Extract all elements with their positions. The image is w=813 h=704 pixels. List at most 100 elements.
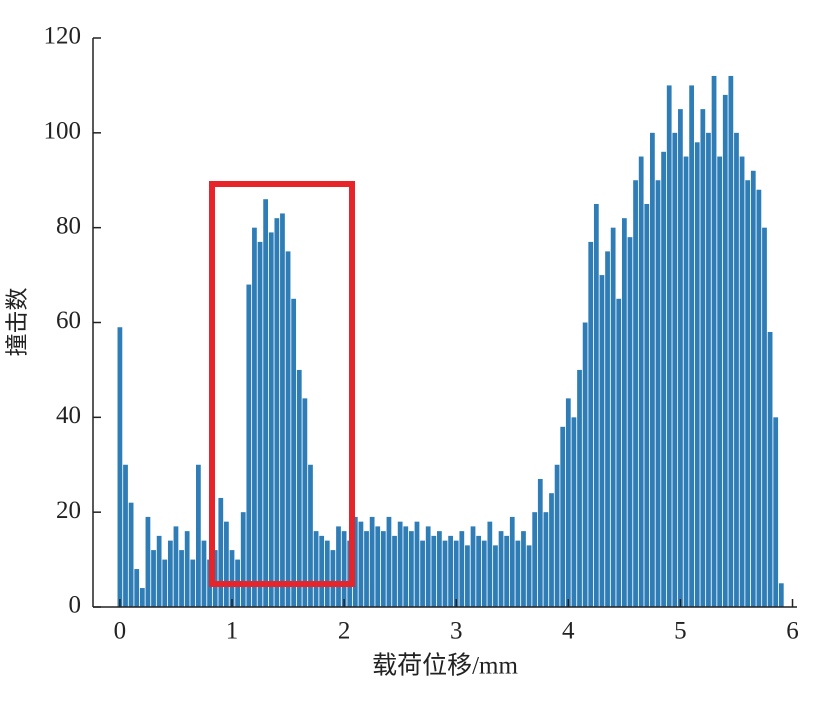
bar: [476, 535, 482, 607]
bar: [549, 493, 554, 607]
bar: [633, 180, 638, 607]
y-tick-label: 100: [44, 118, 82, 145]
bar: [257, 241, 263, 607]
bar: [201, 540, 207, 607]
bar: [268, 232, 274, 608]
bar: [588, 241, 594, 607]
bar: [734, 132, 739, 608]
bar: [554, 464, 560, 607]
bar: [750, 170, 756, 607]
bar: [526, 545, 532, 607]
bar: [195, 464, 201, 607]
bar: [224, 521, 229, 607]
bar: [593, 203, 599, 608]
bar: [521, 531, 526, 607]
bar: [571, 417, 577, 607]
bar: [672, 132, 678, 608]
bar: [616, 298, 622, 607]
bar: [313, 531, 319, 607]
bar: [302, 398, 308, 607]
bar: [627, 237, 633, 607]
y-tick-label: 80: [56, 212, 81, 239]
bar: [470, 526, 476, 607]
highlight-box: [209, 181, 355, 587]
bar: [437, 531, 442, 607]
bar: [722, 94, 728, 607]
bar: [308, 464, 313, 607]
bar: [156, 535, 162, 607]
bar: [352, 516, 358, 607]
bar: [481, 540, 487, 607]
bar: [397, 521, 403, 607]
bar: [739, 156, 745, 607]
y-tick-label: 0: [69, 592, 82, 619]
bar: [364, 531, 369, 607]
bar: [453, 540, 459, 607]
bar: [666, 85, 672, 607]
bar: [145, 516, 151, 607]
bar: [369, 516, 375, 607]
bar: [240, 512, 246, 607]
bar: [493, 545, 498, 607]
bar: [711, 75, 717, 607]
bar: [762, 227, 767, 607]
bar: [621, 218, 627, 607]
x-tick-label: 3: [450, 618, 463, 645]
bar: [117, 327, 123, 607]
bar: [717, 156, 723, 607]
bar: [336, 526, 341, 607]
bar: [151, 550, 156, 607]
x-tick-label: 0: [114, 618, 127, 645]
bar: [778, 583, 784, 607]
bar: [212, 550, 218, 607]
bar: [296, 369, 302, 607]
bar: [330, 550, 336, 607]
bar: [123, 464, 128, 607]
bar: [683, 156, 689, 607]
bar: [537, 478, 543, 607]
bar: [162, 559, 168, 607]
bar: [386, 516, 392, 607]
bar: [380, 531, 386, 607]
bar: [532, 512, 538, 607]
bar: [767, 331, 773, 607]
bar: [756, 189, 762, 607]
bar: [139, 588, 145, 607]
bar: [431, 535, 437, 607]
bar: [173, 526, 179, 607]
bar: [543, 512, 549, 607]
y-tick-label: 20: [56, 497, 81, 524]
bar: [448, 535, 453, 607]
bar: [291, 298, 297, 607]
bar: [487, 521, 493, 607]
bar: [728, 75, 734, 607]
bar: [565, 398, 571, 607]
bar: [285, 251, 291, 607]
bar: [577, 369, 582, 607]
x-tick-label: 5: [674, 618, 687, 645]
bar: [425, 526, 431, 607]
bar: [638, 156, 644, 607]
bar: [465, 545, 470, 607]
bar: [610, 227, 616, 607]
bar: [498, 531, 504, 607]
bar: [246, 284, 252, 607]
bar: [179, 550, 184, 607]
bar: [252, 227, 257, 607]
bar: [678, 109, 683, 607]
bar: [509, 516, 515, 607]
bar: [229, 550, 235, 607]
bar: [375, 526, 381, 607]
bar: [745, 180, 751, 607]
bar: [700, 109, 706, 607]
x-tick-label: 1: [226, 618, 239, 645]
bar: [341, 531, 347, 607]
bar: [274, 218, 280, 607]
bar: [218, 497, 224, 607]
bar: [599, 275, 605, 607]
bar: [689, 85, 695, 607]
bar: [190, 559, 196, 607]
bar: [280, 213, 285, 608]
bar: [420, 540, 425, 607]
bar: [128, 502, 134, 607]
